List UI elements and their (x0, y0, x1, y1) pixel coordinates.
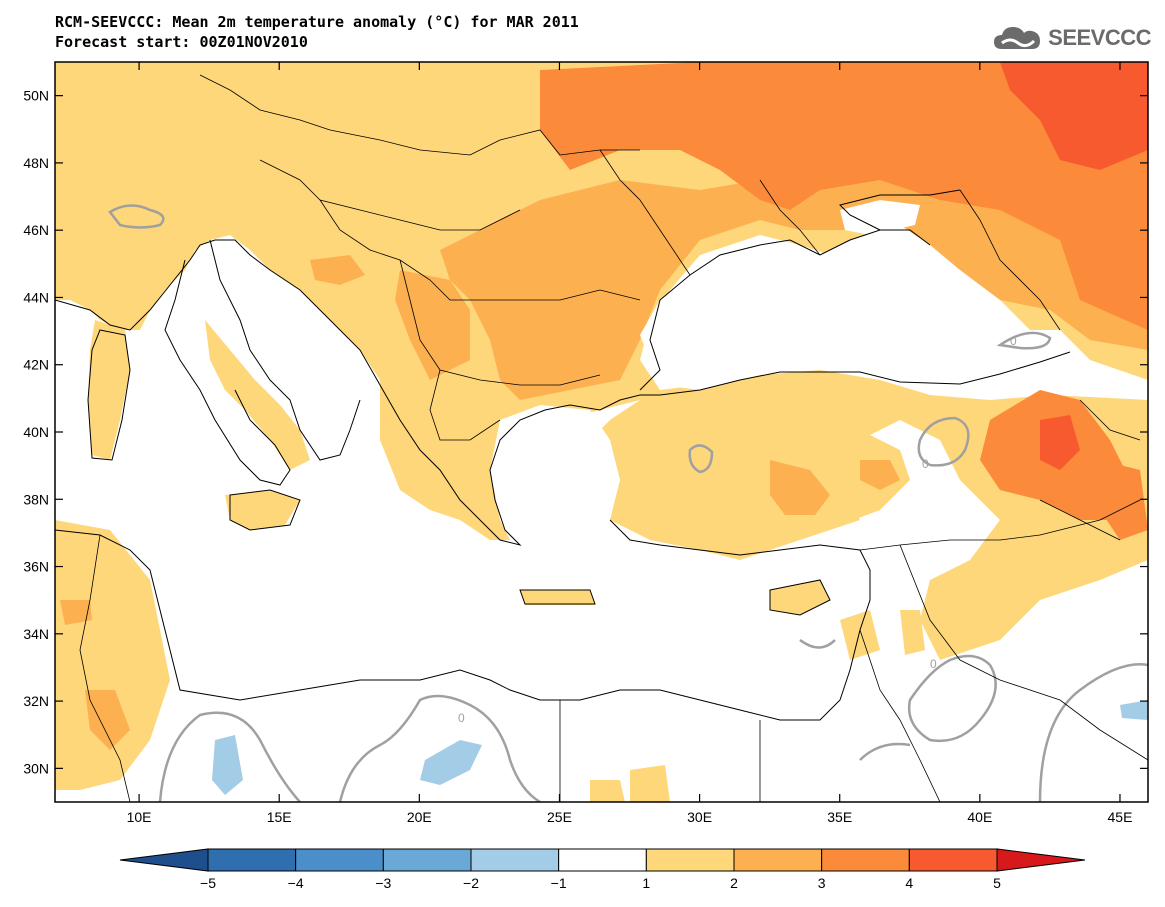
logo-text: SEEVCCC (1048, 25, 1151, 50)
colorbar-segment (645, 848, 735, 872)
map-title: RCM-SEEVCCC: Mean 2m temperature anomaly… (55, 13, 579, 31)
colorbar-segment (733, 848, 823, 872)
colorbar-segment (382, 848, 472, 872)
anomaly-area-1-2-crete (520, 590, 595, 605)
anomaly-area-4-5-russia (1000, 62, 1148, 170)
anomaly-area-neg-iraq (1120, 700, 1148, 720)
colorbar-label: −5 (200, 875, 216, 891)
anomaly-area-2-3-bosnia (310, 255, 365, 285)
anomaly-area-2-3-anatolia-east (860, 460, 900, 490)
contour-label: 0 (1010, 334, 1017, 348)
contour-label: 0 (922, 457, 929, 471)
lat-tick-label: 38N (23, 491, 49, 507)
lon-tick-label: 45E (1108, 809, 1133, 825)
colorbar: −5 −4 −3 −2 −1 1 2 3 4 5 (119, 848, 1086, 891)
forecast-start-label: Forecast start: 00Z01NOV2010 (55, 33, 308, 51)
colorbar-segment (295, 848, 384, 872)
anomaly-area-3-4-iran (1100, 460, 1148, 540)
colorbar-label: 3 (818, 875, 826, 891)
anomaly-area-neg-libya-2 (420, 740, 482, 785)
lat-tick-label: 36N (23, 559, 49, 575)
anomaly-area-1-2-sardinia (88, 320, 130, 460)
lon-tick-label: 10E (127, 809, 152, 825)
colorbar-max-arrow (996, 848, 1086, 872)
colorbar-label: −4 (288, 875, 304, 891)
colorbar-label: −2 (463, 875, 479, 891)
anomaly-area-2-3-anatolia (770, 460, 830, 515)
lon-tick-label: 20E (407, 809, 432, 825)
anomaly-area-1-2-cyprus (770, 580, 830, 615)
lon-tick-label: 25E (547, 809, 572, 825)
anomaly-area-neg-libya-1 (212, 735, 243, 795)
colorbar-label: 1 (642, 875, 650, 891)
black-sea (640, 225, 1060, 390)
colorbar-label: −1 (551, 875, 567, 891)
colorbar-label: −3 (375, 875, 391, 891)
anomaly-area-1-2-levant (840, 610, 925, 660)
anomaly-area-4-5-caucasus (1040, 415, 1080, 470)
longitude-axis: 10E 15E 20E 25E 30E 35E 40E 45E (127, 62, 1133, 825)
zero-contours (108, 204, 1148, 802)
contour-label: 0 (930, 657, 937, 671)
lon-tick-label: 30E (687, 809, 712, 825)
anomaly-area-1-2-italy (205, 320, 310, 470)
azov-sea (840, 200, 920, 235)
latitude-axis: 50N 48N 46N 44N 42N 40N 38N 36N 34N 32N 30N (23, 88, 1148, 776)
coastlines (55, 189, 1071, 721)
lat-tick-label: 46N (23, 222, 49, 238)
colorbar-label: 4 (905, 875, 913, 891)
colorbar-segment (558, 848, 647, 872)
lat-tick-label: 48N (23, 155, 49, 171)
colorbar-segment (821, 848, 910, 872)
lat-tick-label: 40N (23, 424, 49, 440)
lat-tick-label: 50N (23, 88, 49, 104)
colorbar-label: 2 (730, 875, 738, 891)
anomaly-area-2-3-tunisia (60, 600, 130, 750)
anomaly-gap-italy (195, 250, 380, 470)
contour-label: 0 (458, 711, 465, 725)
lon-tick-label: 35E (827, 809, 852, 825)
anomaly-area-2-3-serbia (395, 270, 470, 380)
colorbar-segment (207, 848, 297, 872)
lat-tick-label: 44N (23, 289, 49, 305)
contour-label-group: 0 0 0 0 (458, 334, 1017, 725)
colorbar-segment (908, 848, 998, 872)
aegean-sea (490, 405, 620, 580)
lat-tick-label: 34N (23, 626, 49, 642)
lon-tick-label: 40E (967, 809, 992, 825)
anomaly-area-3-4-ukraine (540, 62, 1148, 330)
colorbar-segment (470, 848, 560, 872)
cloud-icon (994, 27, 1041, 49)
anomaly-area-1-2-tunisia (55, 520, 170, 790)
lat-tick-label: 30N (23, 760, 49, 776)
colorbar-label: 5 (993, 875, 1001, 891)
lon-tick-label: 15E (267, 809, 292, 825)
anomaly-area-1-2-libya (590, 765, 670, 802)
anomaly-field: 0 0 0 0 (55, 62, 1148, 802)
lat-tick-label: 42N (23, 357, 49, 373)
country-borders (79, 74, 1148, 802)
lat-tick-label: 32N (23, 693, 49, 709)
anomaly-area-1-2-sicily (225, 490, 300, 530)
seevccc-logo: SEEVCCC (992, 20, 1151, 56)
colorbar-min-arrow (119, 848, 209, 872)
